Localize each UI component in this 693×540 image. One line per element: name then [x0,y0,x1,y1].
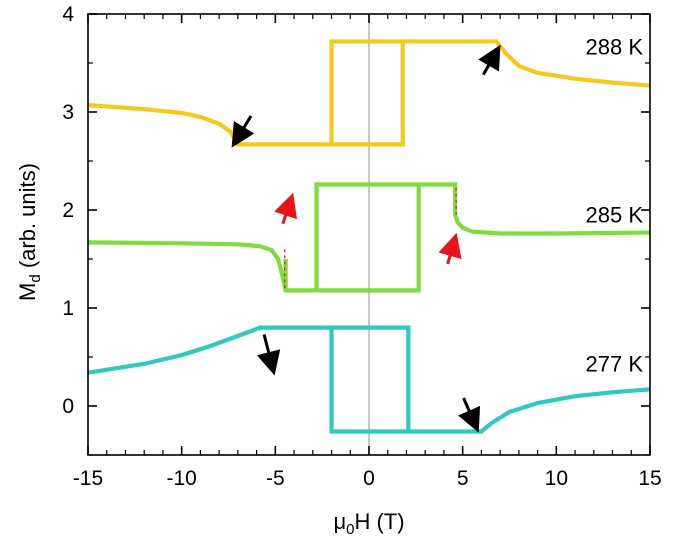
series-line-277-k [87,325,651,434]
y-tick-label: 2 [62,199,74,222]
x-tick-label: -15 [73,467,103,490]
annotation-arrow [478,44,501,76]
y-axis-title: Md (arb. units) [15,163,44,301]
y-tick-label: 0 [62,395,74,418]
annotation-arrow [256,334,281,376]
y-tick-label: 1 [62,297,74,320]
annotation-arrow [458,397,481,433]
y-tick-label: 4 [62,3,74,26]
x-tick-label: -10 [166,467,196,490]
annotation-arrow [274,192,297,225]
x-tick-label: 0 [363,467,375,490]
x-axis-title: μ0H (T) [333,509,404,538]
y-tick-label: 3 [62,101,74,124]
x-tick-label: -5 [266,467,285,490]
annotation-arrow [231,115,255,148]
annotation-arrow [438,232,462,265]
series-line-285-k [87,182,651,293]
x-tick-label: 5 [457,467,469,490]
series-line-288-k [87,39,651,147]
curve-label-285-k: 285 K [586,203,644,228]
curve-label-277-k: 277 K [586,351,644,376]
x-tick-label: 15 [638,467,661,490]
curve-label-288-k: 288 K [586,35,644,60]
x-tick-label: 10 [545,467,568,490]
